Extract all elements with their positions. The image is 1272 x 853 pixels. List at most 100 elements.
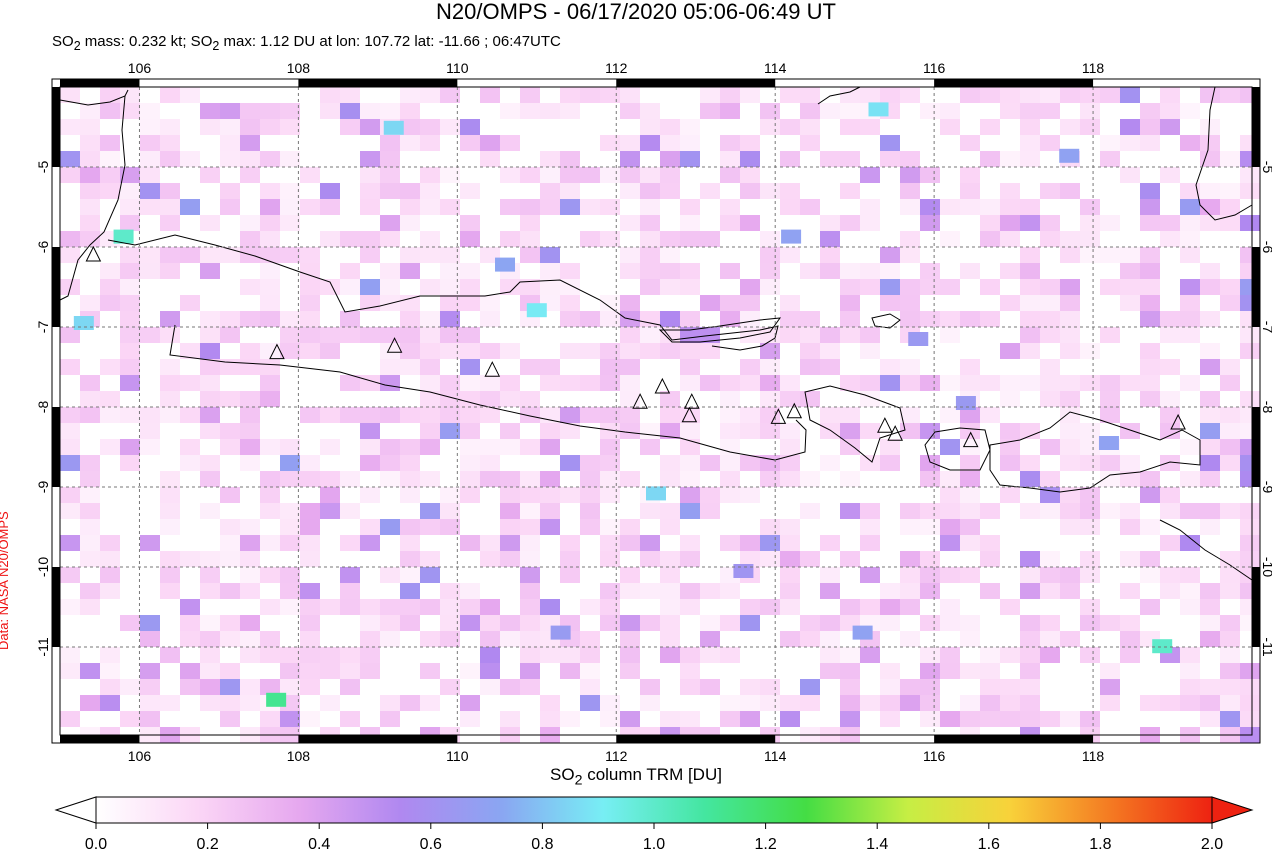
so2-pixel xyxy=(1140,359,1160,375)
so2-pixel xyxy=(620,471,640,487)
so2-pixel xyxy=(140,663,160,679)
so2-pixel xyxy=(880,663,900,679)
frame-bar-lat xyxy=(1252,567,1260,647)
so2-pixel xyxy=(500,167,520,183)
so2-pixel xyxy=(1100,679,1120,695)
so2-pixel xyxy=(340,407,360,423)
so2-pixel xyxy=(1220,663,1240,679)
so2-pixel xyxy=(400,183,420,199)
so2-pixel xyxy=(1220,151,1240,167)
so2-pixel xyxy=(1000,391,1020,407)
so2-pixel xyxy=(600,455,620,471)
so2-pixel xyxy=(1040,615,1060,631)
so2-pixel xyxy=(780,247,800,263)
so2-pixel xyxy=(1220,215,1240,231)
so2-pixel xyxy=(540,423,560,439)
so2-pixel xyxy=(1060,247,1080,263)
so2-pixel xyxy=(660,455,680,471)
so2-pixel xyxy=(60,119,80,135)
so2-pixel xyxy=(780,583,800,599)
so2-pixel xyxy=(600,167,620,183)
so2-pixel xyxy=(540,519,560,535)
so2-pixel xyxy=(380,103,400,119)
so2-pixel xyxy=(960,423,980,439)
so2-pixel xyxy=(1220,295,1240,311)
so2-pixel xyxy=(920,583,940,599)
so2-pixel xyxy=(460,295,480,311)
so2-pixel xyxy=(1240,519,1260,535)
x-tick-label-top: 114 xyxy=(764,60,787,76)
so2-pixel xyxy=(880,711,900,727)
so2-pixel xyxy=(560,295,580,311)
so2-pixel xyxy=(1040,551,1060,567)
so2-pixel xyxy=(160,487,180,503)
so2-pixel xyxy=(900,407,920,423)
so2-pixel xyxy=(260,231,280,247)
so2-pixel xyxy=(80,695,100,711)
so2-pixel xyxy=(640,183,660,199)
so2-pixel xyxy=(1180,695,1200,711)
so2-pixel xyxy=(420,471,440,487)
so2-pixel xyxy=(480,311,500,327)
so2-pixel xyxy=(700,583,720,599)
so2-pixel xyxy=(480,535,500,551)
so2-pixel xyxy=(1060,279,1080,295)
so2-pixel xyxy=(340,583,360,599)
so2-pixel xyxy=(1120,247,1140,263)
so2-pixel xyxy=(1080,615,1100,631)
so2-pixel xyxy=(1220,375,1240,391)
so2-pixel xyxy=(420,167,440,183)
so2-pixel xyxy=(1220,455,1240,471)
so2-pixel xyxy=(580,663,600,679)
so2-pixel xyxy=(1180,327,1200,343)
so2-pixel xyxy=(1200,711,1220,727)
so2-pixel xyxy=(1040,503,1060,519)
so2-pixel xyxy=(300,615,320,631)
so2-pixel xyxy=(520,487,540,503)
so2-pixel xyxy=(900,551,920,567)
so2-pixel xyxy=(180,663,200,679)
so2-pixel xyxy=(160,135,180,151)
so2-pixel xyxy=(1080,455,1100,471)
so2-pixel xyxy=(1080,119,1100,135)
so2-pixel xyxy=(800,471,820,487)
so2-pixel xyxy=(780,199,800,215)
so2-pixel xyxy=(1080,439,1100,455)
so2-pixel xyxy=(200,567,220,583)
so2-pixel xyxy=(1020,151,1040,167)
so2-pixel xyxy=(200,551,220,567)
so2-pixel xyxy=(80,519,100,535)
so2-pixel xyxy=(120,343,140,359)
so2-pixel xyxy=(760,263,780,279)
so2-pixel xyxy=(240,583,260,599)
volcano-marker xyxy=(386,337,403,353)
so2-pixel xyxy=(280,647,300,663)
so2-pixel xyxy=(1180,199,1200,215)
so2-pixel xyxy=(260,487,280,503)
y-tick-label-right: -5 xyxy=(1260,161,1272,174)
so2-pixel xyxy=(740,359,760,375)
so2-pixel xyxy=(420,503,440,519)
so2-pixel xyxy=(340,647,360,663)
so2-pixel xyxy=(780,423,800,439)
so2-pixel xyxy=(200,263,220,279)
so2-pixel xyxy=(860,119,880,135)
so2-pixel xyxy=(340,327,360,343)
so2-pixel xyxy=(460,391,480,407)
so2-pixel xyxy=(620,215,640,231)
so2-pixel xyxy=(1120,471,1140,487)
so2-pixel xyxy=(800,311,820,327)
so2-pixel xyxy=(360,167,380,183)
so2-pixel xyxy=(360,519,380,535)
so2-pixel xyxy=(340,103,360,119)
so2-pixel xyxy=(620,647,640,663)
so2-pixel xyxy=(800,359,820,375)
so2-pixel xyxy=(280,663,300,679)
so2-pixel xyxy=(100,167,120,183)
so2-pixel xyxy=(760,183,780,199)
so2-pixel xyxy=(760,679,780,695)
so2-pixel xyxy=(740,615,760,631)
so2-pixel xyxy=(540,695,560,711)
coast-java-south xyxy=(169,324,807,461)
so2-pixel xyxy=(560,167,580,183)
